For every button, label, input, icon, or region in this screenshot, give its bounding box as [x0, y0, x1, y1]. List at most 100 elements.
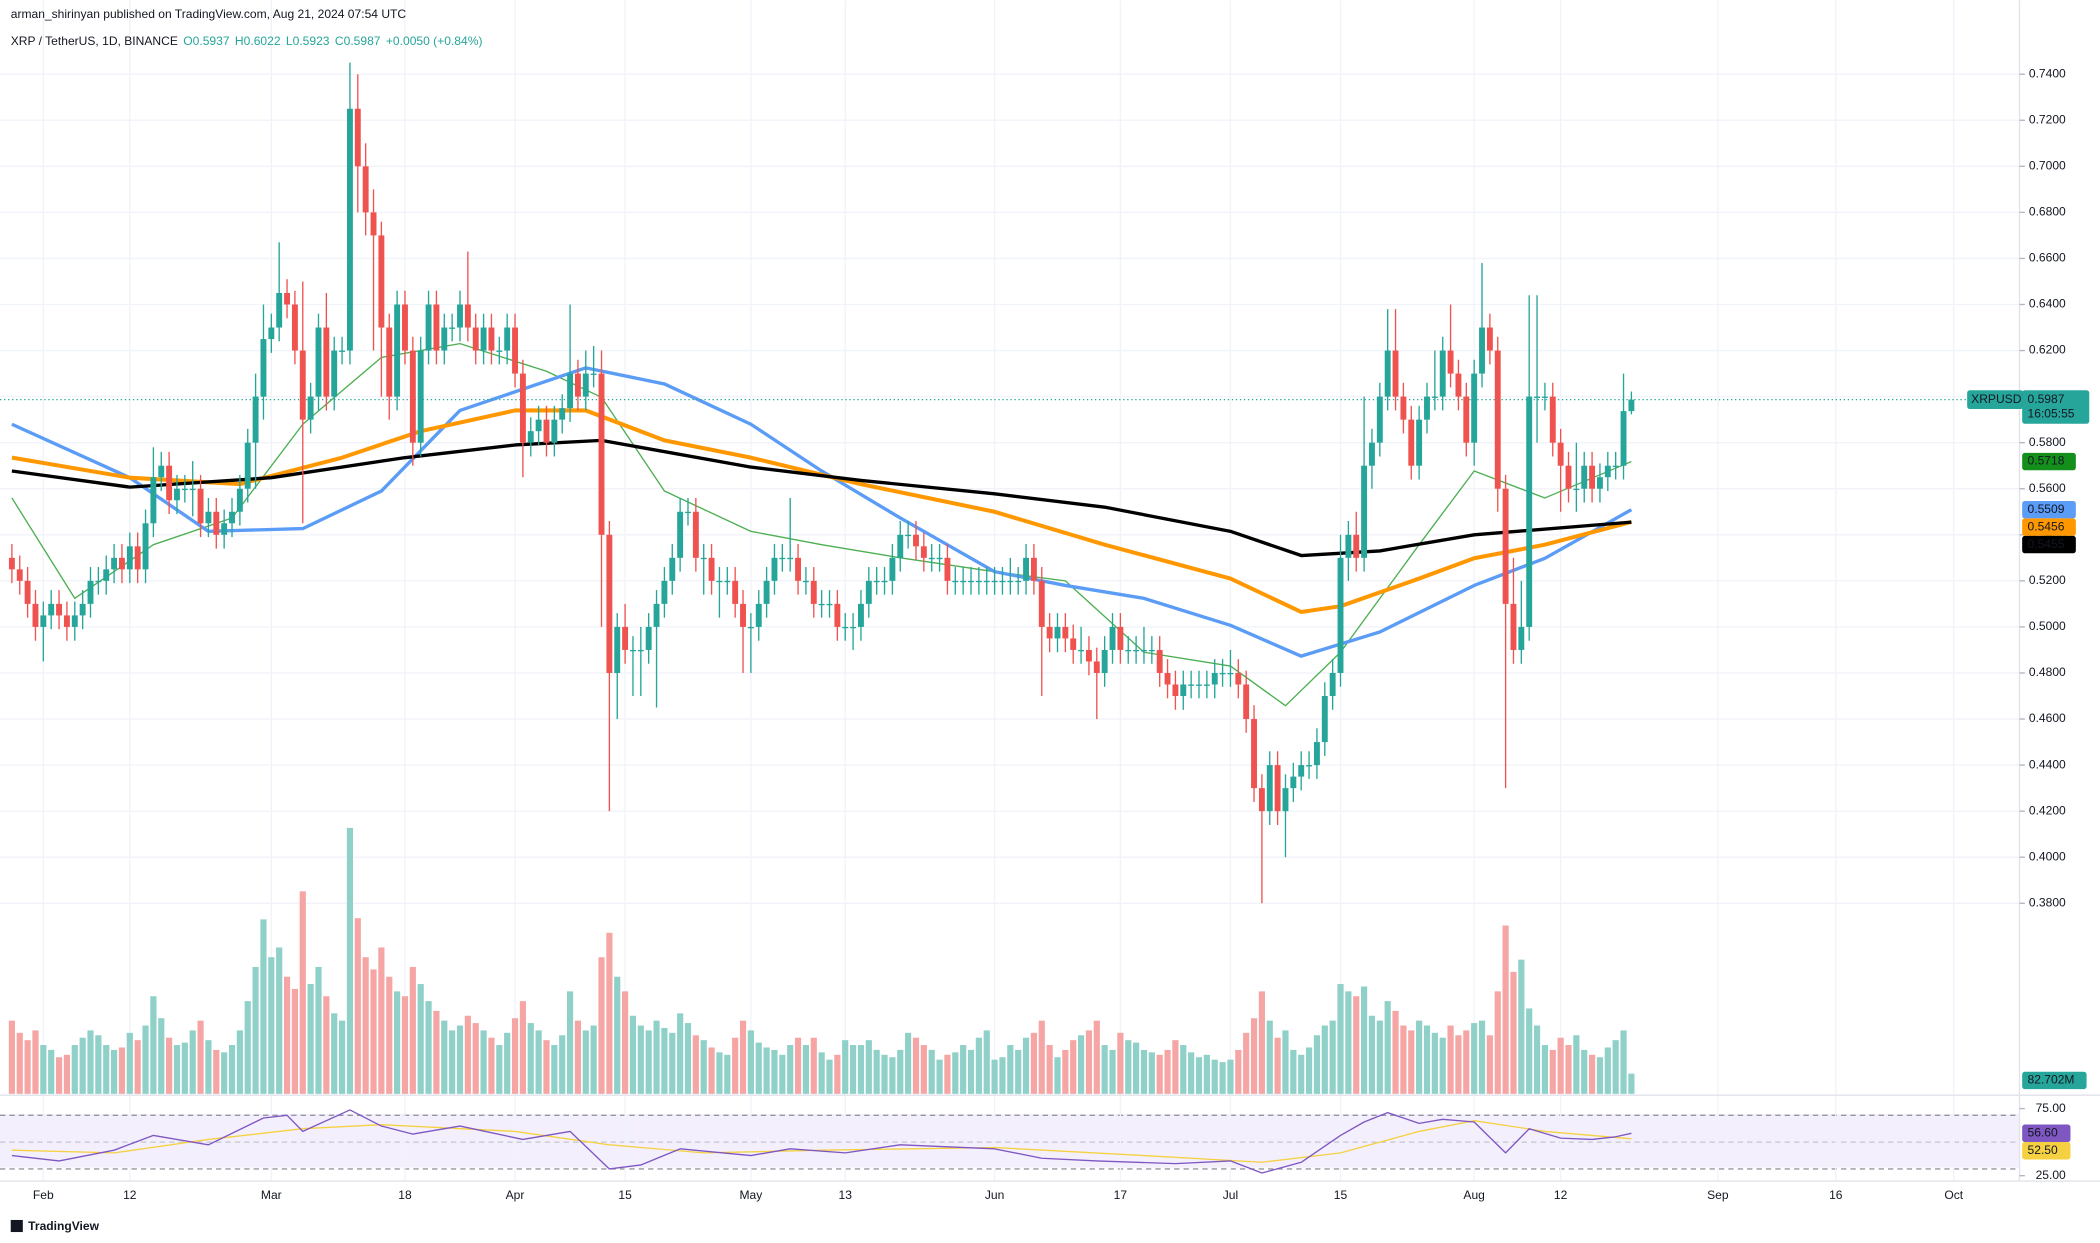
- candle-body: [134, 546, 141, 570]
- volume-bar: [606, 932, 613, 1094]
- volume-bar: [1431, 1032, 1438, 1094]
- volume-bar: [111, 1049, 118, 1094]
- candle-body: [1117, 626, 1124, 650]
- candle-body: [1227, 672, 1234, 675]
- candle-body: [598, 373, 605, 535]
- volume-pane: [8, 827, 1635, 1094]
- volume-bar: [983, 1030, 990, 1094]
- volume-bar: [850, 1045, 857, 1094]
- volume-bar: [1573, 1035, 1580, 1094]
- volume-bar: [622, 991, 629, 1094]
- candle-body: [614, 626, 621, 673]
- candle-body: [952, 580, 959, 583]
- candle-body: [1439, 350, 1446, 397]
- candle-body: [1298, 765, 1305, 777]
- candle-body: [252, 396, 259, 443]
- volume-bar: [1620, 1030, 1627, 1094]
- volume-bar: [1321, 1025, 1328, 1094]
- candle-body: [669, 557, 676, 581]
- low: 0.5923: [293, 34, 330, 48]
- candle-body: [1549, 396, 1556, 443]
- candle-body: [32, 603, 39, 627]
- volume-bar: [1337, 984, 1344, 1094]
- volume-bar: [802, 1045, 810, 1094]
- candle-body: [1109, 626, 1116, 650]
- volume-bar: [1015, 1049, 1022, 1094]
- volume-bar: [244, 1001, 251, 1094]
- x-tick-label: Jun: [985, 1188, 1004, 1202]
- volume-bar: [936, 1059, 943, 1094]
- volume-bar: [1471, 1023, 1478, 1094]
- moving-average: [11, 366, 1633, 658]
- candle-body: [559, 408, 566, 420]
- candle-body: [1321, 696, 1328, 743]
- candle-body: [417, 350, 424, 443]
- volume-bar: [291, 988, 298, 1094]
- candle-body: [535, 419, 542, 432]
- candle-body: [574, 373, 581, 397]
- candle-body: [1133, 649, 1140, 652]
- volume-bar: [1361, 986, 1368, 1094]
- volume-bar: [150, 996, 157, 1094]
- y-tick-label: 0.5200: [2029, 573, 2066, 587]
- volume-bar: [739, 1020, 747, 1094]
- candle-body: [1038, 580, 1045, 627]
- volume-bar: [118, 1047, 126, 1094]
- volume-bar: [433, 1010, 440, 1094]
- candle-body: [386, 327, 393, 397]
- candle-body: [637, 649, 644, 652]
- volume-bar: [79, 1037, 86, 1094]
- candle-body: [700, 557, 707, 560]
- candle-body: [834, 603, 841, 627]
- candle-body: [276, 292, 283, 328]
- candle-body: [1172, 684, 1179, 697]
- volume-bar: [810, 1037, 817, 1094]
- volume-bar: [456, 1025, 464, 1094]
- candle-body: [402, 304, 408, 351]
- volume-bar: [142, 1025, 149, 1094]
- volume-bar: [1180, 1045, 1187, 1094]
- candle-body: [1502, 488, 1509, 604]
- rsi-tick-label: 75.00: [2036, 1101, 2066, 1115]
- candle-body: [268, 327, 275, 340]
- candle-body: [732, 580, 739, 604]
- volume-bar: [1054, 1057, 1061, 1094]
- candle-body: [1030, 557, 1037, 581]
- y-tick-label: 0.6200: [2029, 343, 2066, 357]
- candle-body: [1251, 719, 1257, 789]
- y-tick-label: 0.4200: [2029, 803, 2066, 817]
- candle-body: [1274, 765, 1281, 812]
- candle-body: [1400, 396, 1407, 420]
- candle-body: [1164, 672, 1171, 685]
- candle-body: [1023, 557, 1029, 581]
- volume-bar: [1148, 1052, 1155, 1094]
- candle-body: [661, 580, 668, 604]
- volume-bar: [158, 1018, 165, 1094]
- y-tick-label: 0.5600: [2029, 481, 2066, 495]
- candle-body: [740, 603, 746, 627]
- candle-body: [677, 511, 684, 558]
- volume-bar: [960, 1045, 967, 1094]
- candle-body: [960, 580, 967, 583]
- candle-body: [1070, 638, 1077, 650]
- open: 0.5937: [193, 34, 230, 48]
- volume-bar: [1596, 1057, 1604, 1094]
- y-tick-label: 0.4400: [2029, 757, 2066, 771]
- volume-bar: [1243, 1032, 1250, 1094]
- candle-body: [889, 557, 896, 581]
- candle-body: [346, 108, 353, 351]
- volume-bar: [331, 1013, 338, 1094]
- candle-body: [795, 557, 802, 581]
- volume-bar: [197, 1020, 204, 1094]
- countdown: 16:05:55: [2028, 407, 2075, 421]
- candle-body: [787, 557, 794, 560]
- volume-bar: [134, 1040, 141, 1094]
- volume-bar: [1565, 1045, 1572, 1094]
- volume-bar: [173, 1045, 181, 1094]
- volume-bar: [1305, 1047, 1313, 1094]
- candle-body: [1369, 442, 1375, 466]
- candle-body: [464, 304, 471, 328]
- volume-bar: [881, 1054, 888, 1094]
- candle-body: [284, 292, 290, 305]
- volume-bar: [912, 1037, 920, 1094]
